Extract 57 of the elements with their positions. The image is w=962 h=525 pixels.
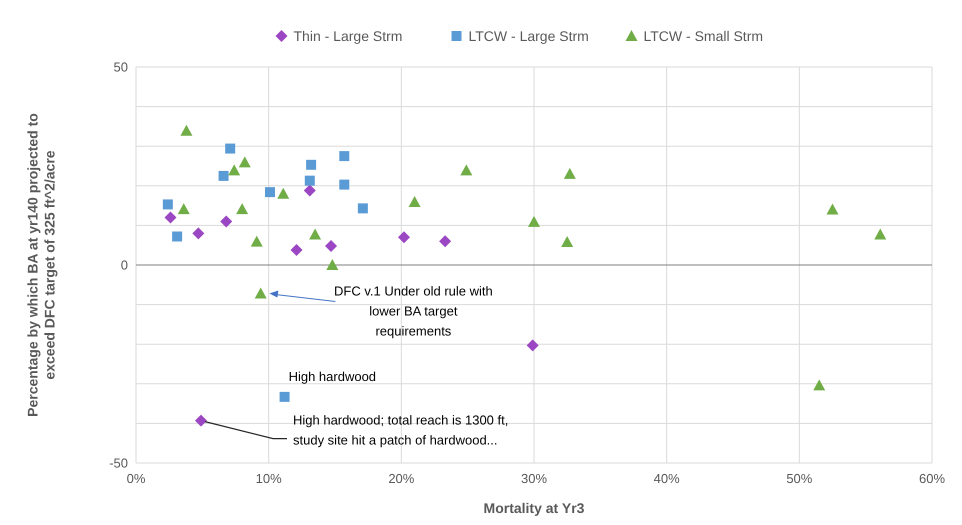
point <box>325 240 338 252</box>
point <box>290 244 303 256</box>
x-tick-label: 40% <box>654 471 680 486</box>
point <box>172 231 182 242</box>
point <box>238 156 251 168</box>
annotation: High hardwood; total reach is 1300 ft, study site hit a patch of hardwood... <box>293 412 508 448</box>
point <box>195 414 208 427</box>
y-tick-label: 0 <box>120 258 128 273</box>
x-tick-label: 10% <box>256 471 282 486</box>
x-axis-title: Mortality at Yr3 <box>484 500 585 516</box>
legend-label: LTCW - Large Strm <box>468 28 589 44</box>
point <box>277 188 290 199</box>
point <box>339 180 350 190</box>
point <box>304 176 315 186</box>
point <box>228 164 240 176</box>
y-tick-label: 50 <box>114 60 128 75</box>
point <box>339 151 350 162</box>
point <box>192 227 204 240</box>
point <box>528 216 540 227</box>
point <box>460 164 472 176</box>
x-tick-label: 30% <box>520 471 548 486</box>
point <box>218 170 229 181</box>
point <box>306 160 316 170</box>
x-tick-label: 50% <box>786 471 813 486</box>
point <box>220 215 232 228</box>
point <box>874 228 886 240</box>
point <box>264 187 275 198</box>
point <box>236 203 248 214</box>
point <box>178 203 190 214</box>
point <box>408 196 421 208</box>
y-tick-label: -50 <box>109 456 128 471</box>
legend-label: LTCW - Small Strm <box>644 28 764 44</box>
point <box>254 288 267 299</box>
point <box>358 203 368 214</box>
x-tick-label: 0% <box>126 471 146 486</box>
point <box>280 392 290 402</box>
point <box>826 204 838 215</box>
annotation: High hardwood <box>288 368 376 384</box>
x-tick-label: 20% <box>388 471 415 486</box>
point <box>439 235 452 248</box>
point <box>326 259 338 270</box>
annotation: DFC v.1 Under old rule with lower BA target requirements <box>334 284 493 339</box>
point <box>564 168 576 179</box>
point <box>304 184 316 197</box>
point <box>561 236 574 248</box>
point <box>813 379 826 390</box>
point <box>162 199 173 210</box>
point <box>164 211 176 224</box>
y-axis-title: Percentage by which BA at yr140 projected to exceed DFC target of 325 ft^2/acre <box>24 113 58 417</box>
point <box>398 231 410 244</box>
point <box>180 124 192 136</box>
point <box>309 228 322 240</box>
point <box>225 144 236 154</box>
point <box>526 339 539 352</box>
legend-label: Thin - Large Strm <box>294 28 402 44</box>
x-tick-label: 60% <box>918 471 946 486</box>
point <box>250 236 263 247</box>
